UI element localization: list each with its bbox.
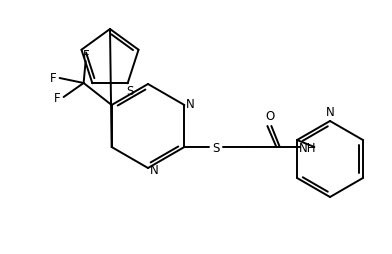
Text: F: F xyxy=(83,48,90,61)
Text: N: N xyxy=(186,97,195,110)
Text: S: S xyxy=(213,141,220,154)
Text: N: N xyxy=(150,164,158,177)
Text: F: F xyxy=(50,71,57,84)
Text: F: F xyxy=(54,92,61,105)
Text: NH: NH xyxy=(299,141,316,154)
Text: O: O xyxy=(266,110,275,123)
Text: N: N xyxy=(326,106,334,119)
Text: S: S xyxy=(126,84,133,97)
